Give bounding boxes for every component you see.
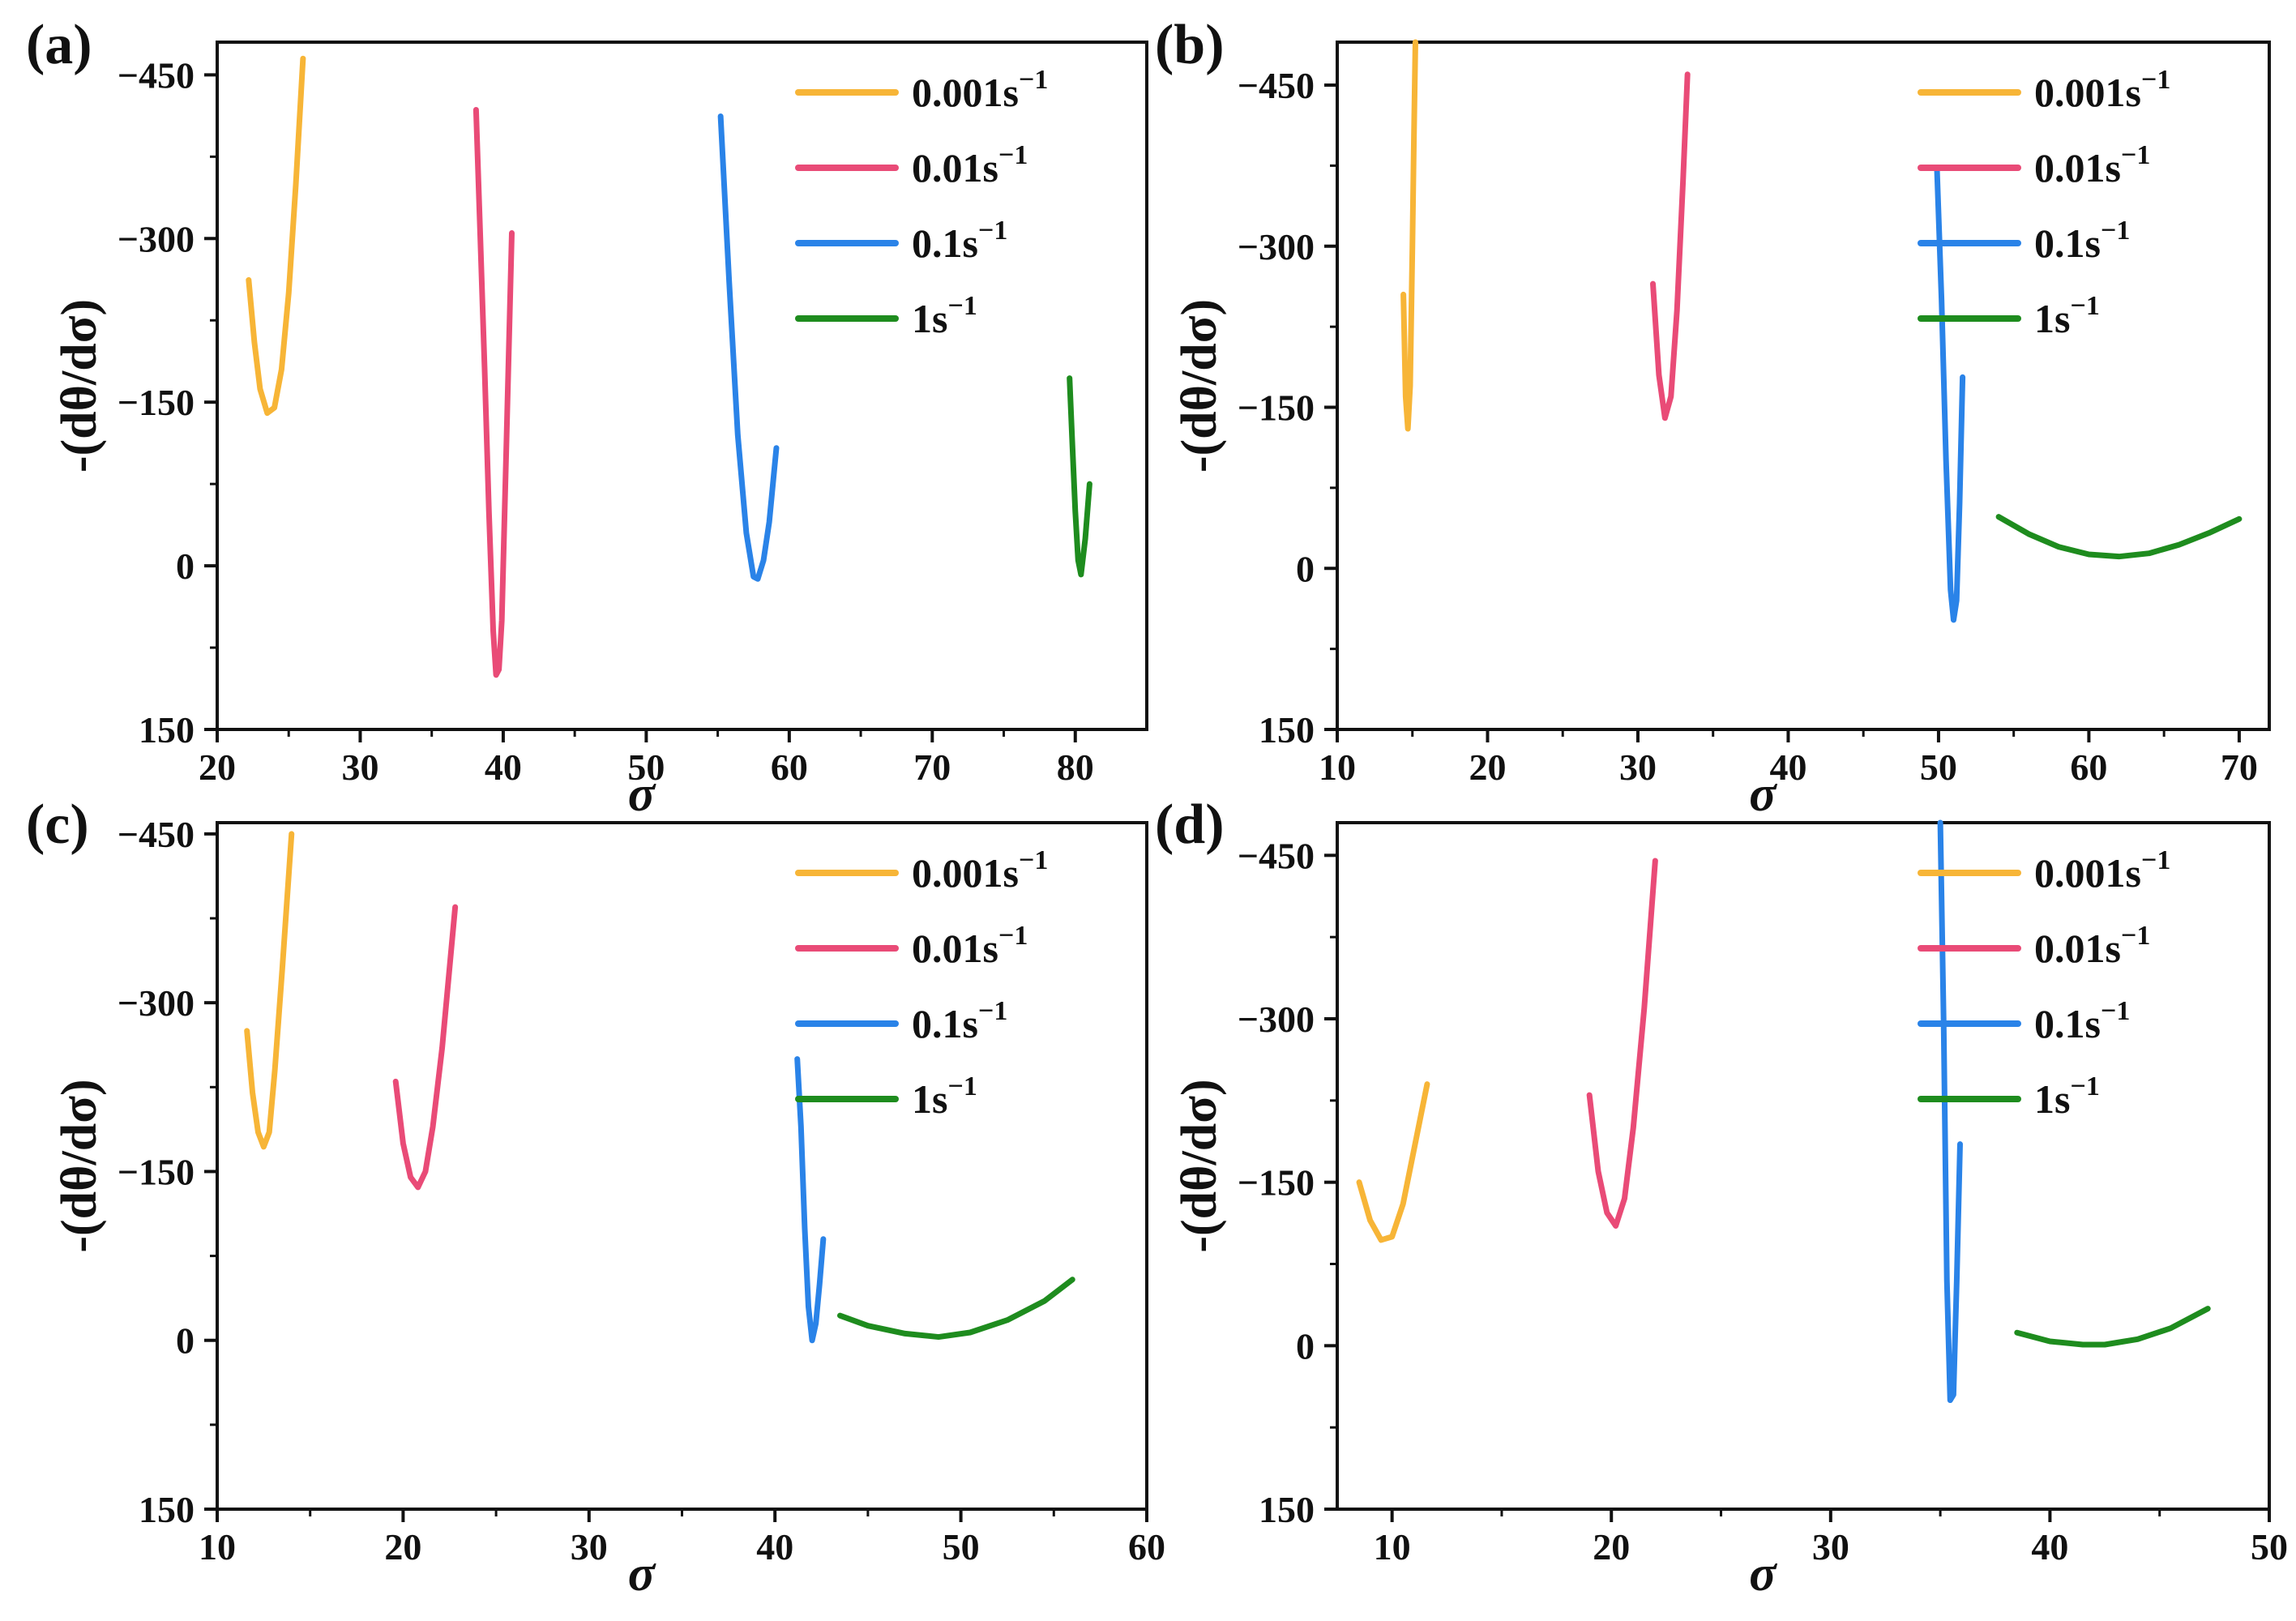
series-line-2	[1937, 819, 1963, 1404]
x-tick-label: 20	[1593, 1526, 1630, 1568]
panel-label: (c)	[26, 793, 89, 856]
x-tick-label: 50	[627, 746, 665, 788]
x-tick-label: 60	[2070, 746, 2107, 788]
series-line-2	[717, 113, 780, 582]
chart-panel-b: (b) 10 20 30 40 50 60 70 150 0 −150 −300 −450 σ -(dθ/d…	[1155, 14, 2271, 822]
chart-panel-d: (d) 10 20 30 40 50 150 0 −150 −300 −450 σ -(dθ/dσ) 0.…	[1155, 793, 2288, 1602]
x-tick-label: 30	[1619, 746, 1657, 788]
y-tick-label: −300	[118, 218, 195, 259]
y-tick-label: 150	[1259, 1489, 1315, 1530]
chart-panel-c: (c) 10 20 30 40 50 60 150 0 −150 −300 −450 σ -(dθ/dσ)…	[26, 793, 1165, 1602]
x-axis-label: σ	[1749, 1546, 1777, 1602]
x-tick-label: 10	[1319, 746, 1356, 788]
legend-label-2: 0.1s−1	[912, 996, 1007, 1046]
legend-label-3: 1s−1	[2034, 1071, 2100, 1122]
series-line-3	[1995, 514, 2243, 560]
series-line-3	[1067, 375, 1092, 578]
x-tick-label: 10	[199, 1526, 236, 1568]
plot-frame	[216, 41, 1148, 731]
x-tick-label: 60	[771, 746, 808, 788]
y-axis-label: -(dθ/dσ)	[52, 299, 107, 473]
series-line-1	[1650, 71, 1691, 421]
y-tick-label: 150	[1259, 709, 1315, 751]
y-tick-label: −450	[118, 814, 195, 855]
panel-label: (d)	[1155, 793, 1225, 856]
y-axis-label: -(dθ/dσ)	[1172, 1079, 1227, 1252]
legend-label-2: 0.1s−1	[912, 216, 1007, 266]
y-axis-label: -(dθ/dσ)	[1172, 299, 1227, 473]
y-tick-label: −450	[1238, 65, 1315, 106]
y-tick-label: 0	[176, 545, 195, 587]
x-tick-label: 40	[756, 1526, 793, 1568]
series-line-2	[1934, 168, 1966, 623]
x-tick-label: 40	[485, 746, 522, 788]
legend-label-0: 0.001s−1	[912, 845, 1048, 896]
legend-label-0: 0.001s−1	[2034, 845, 2170, 896]
x-tick-label: 20	[1469, 746, 1506, 788]
y-tick-label: 0	[1296, 1325, 1315, 1367]
x-tick-label: 30	[571, 1526, 608, 1568]
x-tick-label: 50	[1920, 746, 1957, 788]
series-line-0	[244, 831, 295, 1150]
y-tick-label: −450	[1238, 835, 1315, 876]
series-line-0	[1400, 39, 1418, 432]
series-line-1	[1586, 858, 1658, 1229]
legend-label-0: 0.001s−1	[912, 65, 1048, 115]
y-tick-label: −150	[118, 382, 195, 423]
x-tick-label: 50	[943, 1526, 980, 1568]
x-axis-label: σ	[628, 767, 656, 822]
x-tick-label: 30	[341, 746, 378, 788]
legend-label-1: 0.01s−1	[912, 921, 1028, 971]
y-tick-label: −150	[1238, 1162, 1315, 1204]
legend-label-2: 0.1s−1	[2034, 216, 2130, 266]
y-tick-label: −150	[1238, 387, 1315, 429]
x-tick-label: 70	[913, 746, 951, 788]
y-tick-label: 150	[139, 709, 195, 751]
y-tick-label: −150	[118, 1151, 195, 1192]
x-tick-label: 60	[1128, 1526, 1165, 1568]
chart-panel-a: (a) 20 30 40 50 60 70 80 150 0 −150 −300 −450 σ -(dθ/d…	[26, 14, 1148, 822]
x-axis-label: σ	[628, 1546, 656, 1602]
y-tick-label: −450	[118, 54, 195, 96]
x-tick-label: 10	[1374, 1526, 1411, 1568]
plot-frame	[1336, 41, 2271, 731]
y-tick-label: −300	[1238, 999, 1315, 1040]
y-axis-label: -(dθ/dσ)	[52, 1079, 107, 1252]
legend-label-3: 1s−1	[912, 1071, 977, 1122]
series-line-3	[2014, 1306, 2211, 1348]
legend-label-0: 0.001s−1	[2034, 65, 2170, 115]
x-tick-label: 40	[2031, 1526, 2068, 1568]
series-line-1	[472, 106, 515, 678]
plot-frame	[1336, 821, 2271, 1511]
panel-label: (a)	[26, 14, 92, 76]
x-axis-label: σ	[1749, 767, 1777, 822]
y-tick-label: −300	[118, 982, 195, 1024]
series-line-3	[836, 1277, 1075, 1341]
x-tick-label: 70	[2221, 746, 2258, 788]
y-tick-label: −300	[1238, 226, 1315, 267]
series-line-1	[392, 904, 459, 1191]
x-tick-label: 80	[1057, 746, 1094, 788]
x-tick-label: 40	[1769, 746, 1806, 788]
x-tick-label: 30	[1812, 1526, 1849, 1568]
x-tick-label: 20	[199, 746, 236, 788]
series-line-2	[794, 1056, 827, 1344]
legend-label-1: 0.01s−1	[912, 140, 1028, 190]
legend-label-1: 0.01s−1	[2034, 921, 2150, 971]
legend-label-2: 0.1s−1	[2034, 996, 2130, 1046]
series-line-0	[246, 55, 306, 417]
x-tick-label: 20	[384, 1526, 421, 1568]
y-tick-label: 0	[1296, 548, 1315, 589]
x-tick-label: 50	[2251, 1526, 2288, 1568]
legend-label-3: 1s−1	[2034, 291, 2100, 341]
legend-label-3: 1s−1	[912, 291, 977, 341]
y-tick-label: 150	[139, 1489, 195, 1530]
panel-label: (b)	[1155, 14, 1225, 76]
legend-label-1: 0.01s−1	[2034, 140, 2150, 190]
series-line-0	[1356, 1081, 1430, 1243]
y-tick-label: 0	[176, 1320, 195, 1362]
